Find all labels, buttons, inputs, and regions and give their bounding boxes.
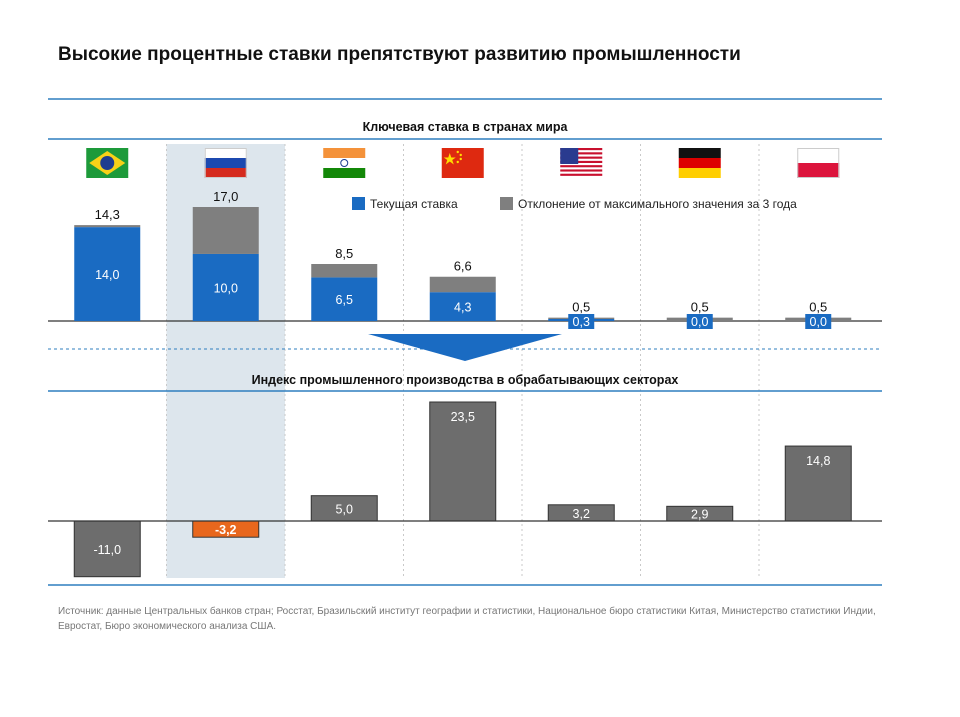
- legend-label-2: Отклонение от максимального значения за …: [518, 197, 797, 211]
- flag-part: [204, 148, 247, 178]
- flag-part: [204, 148, 247, 158]
- flag-part: [560, 148, 603, 151]
- current-rate-bar: [311, 277, 378, 321]
- down-arrow-icon: [368, 334, 562, 361]
- index-value-label: 23,5: [451, 410, 475, 424]
- flag-part: [323, 168, 366, 178]
- flag-part: [560, 156, 603, 159]
- panel1-title: Ключевая ставка в странах мира: [363, 120, 569, 134]
- current-value-label: 4,3: [454, 301, 471, 315]
- current-value-chip: [805, 314, 832, 329]
- legend-swatch-2: [500, 197, 513, 210]
- flag-part: [204, 158, 247, 168]
- total-label: 8,5: [335, 246, 353, 261]
- flag-part: [797, 163, 840, 178]
- index-bar: [73, 520, 141, 578]
- panel2-title: Индекс промышленного производства в обра…: [252, 373, 679, 387]
- index-value-label: -11,0: [93, 543, 121, 557]
- index-bar: [429, 401, 497, 522]
- total-label: 0,5: [691, 300, 709, 315]
- flag-part: [204, 168, 247, 178]
- flag-part: [100, 156, 115, 170]
- page-title: Высокие процентные ставки препятствуют р…: [58, 44, 741, 65]
- germany-flag-icon: [678, 148, 721, 178]
- china-flag-icon: [441, 148, 484, 178]
- poland-flag-icon: [797, 148, 840, 178]
- total-label: 0,5: [809, 300, 827, 315]
- deviation-bar: [74, 225, 141, 228]
- current-rate-bar: [74, 227, 141, 321]
- flag-part: [678, 168, 721, 178]
- current-value-label: 0,3: [573, 315, 590, 329]
- deviation-bar: [311, 264, 378, 278]
- current-value-label: 0,0: [810, 315, 827, 329]
- flag-part: [459, 153, 462, 157]
- index-value-label: 14,8: [806, 454, 830, 468]
- india-flag-icon: [323, 148, 366, 178]
- deviation-bar: [192, 207, 259, 254]
- flag-part: [678, 158, 721, 168]
- current-value-chip: [568, 314, 595, 329]
- flag-part: [560, 173, 603, 176]
- flag-part: [441, 148, 484, 178]
- flag-part: [560, 160, 603, 163]
- flag-part: [797, 148, 840, 163]
- deviation-bar: [429, 276, 496, 293]
- flag-part: [678, 148, 721, 158]
- index-value-label: 3,2: [573, 507, 590, 521]
- current-value-chip: [686, 314, 713, 329]
- source-note: Источник: данные Центральных банков стра…: [58, 606, 876, 632]
- flag-part: [560, 165, 603, 168]
- flag-part: [797, 148, 840, 178]
- current-value-label: 0,0: [691, 315, 708, 329]
- current-value-label: 10,0: [214, 281, 238, 295]
- flag-part: [459, 157, 462, 161]
- current-value-label: 6,5: [336, 293, 353, 307]
- legend-swatch-1: [352, 197, 365, 210]
- flag-part: [323, 158, 366, 168]
- flag-part: [443, 153, 456, 165]
- flag-part: [456, 160, 459, 164]
- current-value-label: 14,0: [95, 268, 119, 282]
- total-label: 14,3: [95, 207, 120, 222]
- flag-part: [323, 148, 366, 158]
- total-label: 0,5: [572, 300, 590, 315]
- usa-flag-icon: [560, 148, 603, 176]
- flag-part: [560, 169, 603, 172]
- flag-part: [456, 150, 459, 154]
- index-value-label: -3,2: [215, 523, 237, 537]
- flag-part: [560, 152, 603, 155]
- total-label: 17,0: [213, 189, 238, 204]
- index-bar: [310, 495, 378, 522]
- flag-part: [340, 159, 349, 167]
- brazil-flag-icon: [86, 148, 129, 178]
- total-label: 6,6: [454, 259, 472, 274]
- flag-part: [560, 148, 579, 164]
- russia-flag-icon: [204, 148, 247, 178]
- legend-label-1: Текущая ставка: [370, 197, 458, 211]
- index-value-label: 2,9: [691, 508, 708, 522]
- current-rate-bar: [429, 292, 496, 321]
- index-value-label: 5,0: [336, 502, 353, 516]
- current-rate-bar: [192, 253, 259, 321]
